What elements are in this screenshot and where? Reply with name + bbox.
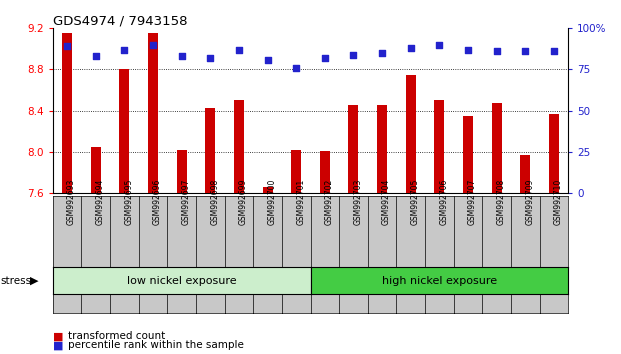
Text: GDS4974 / 7943158: GDS4974 / 7943158 [53,14,188,27]
Bar [206,108,215,193]
Bar [434,100,445,193]
Text: GSM992695: GSM992695 [124,179,134,225]
Bar [549,114,559,193]
Point [377,50,387,56]
Bar [348,105,358,193]
Point [91,53,101,59]
Text: transformed count: transformed count [68,331,166,341]
Bar [119,69,129,193]
Text: GSM992702: GSM992702 [325,179,334,225]
Bar [520,155,530,193]
Point [549,48,559,54]
Text: ▶: ▶ [30,275,39,286]
Text: GSM992703: GSM992703 [353,179,363,225]
Point [62,44,72,49]
Bar [234,100,244,193]
Text: percentile rank within the sample: percentile rank within the sample [68,340,244,350]
Text: GSM992708: GSM992708 [497,179,505,225]
Text: GSM992707: GSM992707 [468,179,477,225]
Text: low nickel exposure: low nickel exposure [127,275,237,286]
Point [320,55,330,61]
Point [463,47,473,52]
Point [492,48,502,54]
Bar [91,147,101,193]
Text: stress: stress [1,275,32,286]
Text: GSM992696: GSM992696 [153,179,162,225]
Text: GSM992698: GSM992698 [211,179,219,225]
Text: GSM992709: GSM992709 [525,179,534,225]
Bar [148,34,158,193]
Text: GSM992704: GSM992704 [382,179,391,225]
Point [206,55,215,61]
Point [119,47,129,52]
Text: GSM992693: GSM992693 [67,179,76,225]
Point [234,47,244,52]
Point [263,57,273,62]
Point [348,52,358,57]
Bar [263,187,273,193]
Text: GSM992697: GSM992697 [182,179,191,225]
Text: GSM992699: GSM992699 [239,179,248,225]
Text: ■: ■ [53,331,63,341]
Point [177,53,187,59]
Bar [291,150,301,193]
Text: GSM992700: GSM992700 [268,179,276,225]
Text: ■: ■ [53,340,63,350]
Text: GSM992705: GSM992705 [410,179,420,225]
Point [520,48,530,54]
Bar [463,116,473,193]
Bar [62,34,72,193]
Point [148,42,158,48]
Text: GSM992701: GSM992701 [296,179,305,225]
Text: high nickel exposure: high nickel exposure [382,275,497,286]
Bar [406,75,415,193]
Bar [320,151,330,193]
Point [435,42,445,48]
Bar [492,103,502,193]
Text: GSM992710: GSM992710 [554,179,563,225]
Text: GSM992706: GSM992706 [440,179,448,225]
Bar [377,105,387,193]
Point [406,45,415,51]
Point [291,65,301,71]
Bar [176,150,187,193]
Text: GSM992694: GSM992694 [96,179,105,225]
